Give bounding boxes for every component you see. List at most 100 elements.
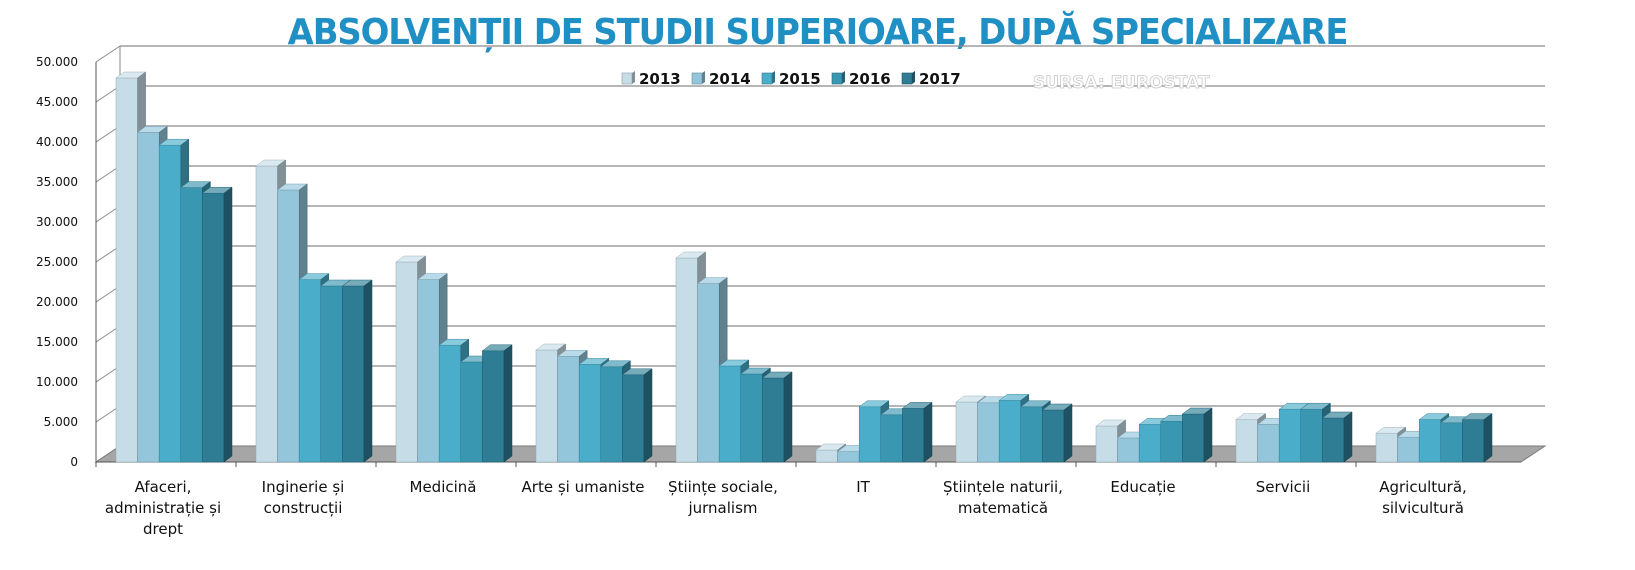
category-label-line: Științe sociale, (668, 478, 778, 496)
bar (901, 401, 933, 463)
bar-front (1182, 413, 1205, 463)
category-label: Servicii (1256, 478, 1311, 496)
bar-front (1138, 424, 1162, 463)
legend-swatch-side (842, 71, 845, 84)
bar-front (1020, 406, 1043, 463)
legend-label: 2014 (709, 70, 751, 88)
bar-front (740, 373, 763, 463)
category-label-line: silvicultură (1382, 499, 1464, 517)
bar-front (1418, 419, 1442, 463)
category-label-line: Servicii (1256, 478, 1311, 496)
legend-swatch (761, 72, 773, 85)
y-tick-label: 35.000 (36, 175, 78, 189)
bar-side (643, 368, 653, 463)
bar-side (363, 279, 373, 463)
legend-label: 2015 (779, 70, 821, 88)
y-tick-label: 20.000 (36, 295, 78, 309)
bar-front (858, 406, 882, 463)
category-label: Științele naturii, matematică (943, 478, 1063, 517)
bar (1321, 411, 1353, 463)
bar-front (115, 77, 138, 463)
bar-front (438, 344, 462, 463)
bar-side (1343, 411, 1353, 463)
bar-side (1483, 413, 1493, 463)
bar (761, 371, 793, 463)
category-label: Agricultură, silvicultură (1379, 478, 1467, 517)
legend-item: 2017 (901, 70, 961, 88)
y-tick-label: 40.000 (36, 135, 78, 149)
bar-front (977, 402, 1000, 463)
legend-swatch (831, 72, 843, 85)
bar-front (255, 165, 278, 463)
bar-front (600, 366, 623, 463)
legend-swatch-side (772, 71, 775, 84)
legend-swatch (901, 72, 913, 85)
bar-front (180, 187, 203, 463)
bar-front (535, 349, 558, 463)
bar-front (320, 285, 343, 463)
bar-front (697, 283, 720, 463)
legend-item: 2015 (761, 70, 821, 88)
bar-side (1063, 403, 1073, 463)
bar-front (1322, 417, 1345, 463)
bar (621, 368, 653, 463)
bar-side (783, 371, 793, 463)
category-label-line: construcții (264, 499, 343, 517)
bar (341, 279, 373, 463)
category-label-line: drept (143, 520, 183, 538)
x-axis: Afaceri, administrație și drept Inginerie ș… (95, 462, 1467, 538)
bar-front (718, 365, 742, 463)
legend-swatch-side (912, 71, 915, 84)
y-tick-label: 5.000 (44, 415, 78, 429)
category-label-line: administrație și (105, 499, 221, 517)
legend-swatch (691, 72, 703, 85)
legend-item: 2014 (691, 70, 751, 88)
category-label-line: Agricultură, (1379, 478, 1467, 496)
bar-front (1042, 409, 1065, 463)
category-label-line: IT (856, 478, 870, 496)
bar-front (762, 377, 785, 463)
bar-front (1375, 432, 1398, 463)
legend-swatch-side (702, 71, 705, 84)
bar-front (1257, 424, 1280, 463)
legend-item: 2016 (831, 70, 891, 88)
category-label: Afaceri, administrație și drept (105, 478, 221, 538)
y-tick-label: 45.000 (36, 95, 78, 109)
bar-front (202, 192, 225, 463)
bar-front (1235, 419, 1258, 463)
y-tick-label: 25.000 (36, 255, 78, 269)
category-label-line: Educație (1110, 478, 1175, 496)
bar-front (955, 401, 978, 463)
category-label-line: matematică (958, 499, 1048, 517)
bar (1041, 403, 1073, 463)
bar-front (277, 189, 300, 463)
legend-label: 2017 (919, 70, 961, 88)
bar-front (158, 144, 182, 463)
y-tick-label: 15.000 (36, 335, 78, 349)
bar-side (503, 344, 513, 463)
category-label: Arte și umaniste (522, 478, 645, 496)
category-label-line: Științele naturii, (943, 478, 1063, 496)
bar (201, 186, 233, 463)
bar-front (880, 414, 903, 463)
bar-front (1440, 422, 1463, 463)
bar-front (417, 279, 440, 463)
bar-front (1397, 436, 1420, 463)
category-label-line: Medicină (410, 478, 477, 496)
bar-front (1095, 425, 1118, 463)
legend-swatch-side (632, 71, 635, 84)
legend-item: 2013 (621, 70, 681, 88)
category-label: IT (856, 478, 870, 496)
bar-front (622, 374, 645, 463)
category-label: Medicină (410, 478, 477, 496)
bar-front (815, 449, 838, 463)
bar-front (460, 361, 483, 463)
bar-front (578, 364, 602, 463)
category-label-line: Afaceri, (135, 478, 192, 496)
y-tick-label: 50.000 (36, 55, 78, 69)
category-label: Educație (1110, 478, 1175, 496)
bar-front (557, 356, 580, 463)
category-label-line: Arte și umaniste (522, 478, 645, 496)
category-label-line: jurnalism (687, 499, 757, 517)
bar-front (342, 285, 365, 463)
